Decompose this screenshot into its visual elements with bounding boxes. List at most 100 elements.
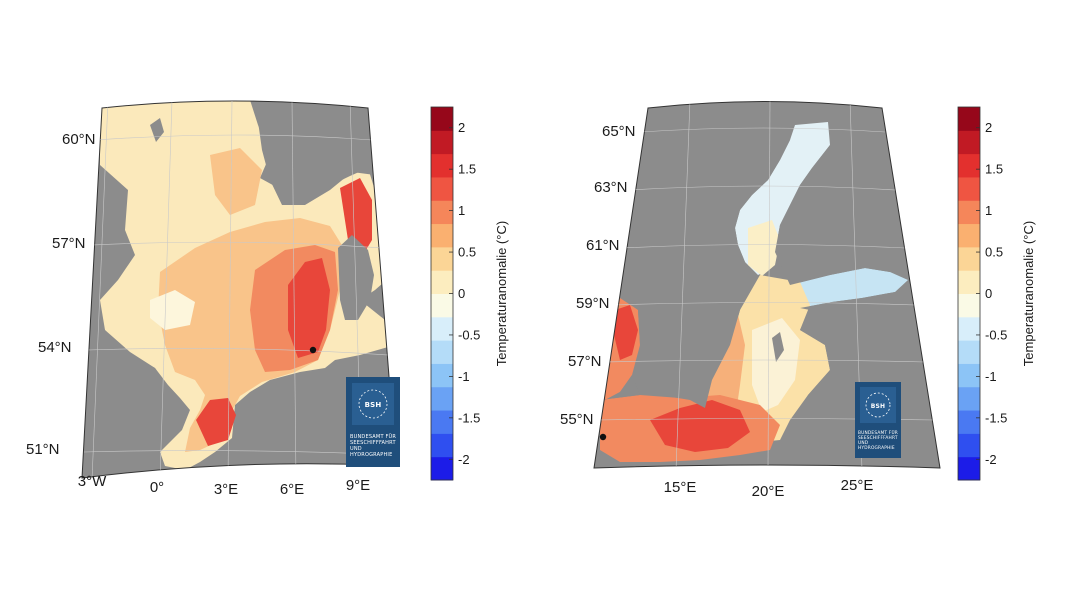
baltic-sea-graticule xyxy=(597,101,936,468)
colorbar-tick-label: 1 xyxy=(985,203,992,218)
baltic-sea-lat-label: 57°N xyxy=(568,353,602,370)
north-sea-lon-label: 6°E xyxy=(280,481,304,498)
colorbar-tick-label: 2 xyxy=(458,120,465,135)
colorbar-segment xyxy=(958,316,980,341)
colorbar-segment xyxy=(431,153,453,178)
baltic-sea-lat-label: 65°N xyxy=(602,123,636,140)
baltic-sea-logo-line-4: HYDROGRAPHIE xyxy=(858,445,895,451)
colorbar-tick-label: -1 xyxy=(985,369,997,384)
colorbar-title: Temperaturanomalie (°C) xyxy=(1021,221,1036,366)
colorbar-segment xyxy=(958,270,980,294)
north-sea-logo-line-4: HYDROGRAPHIE xyxy=(350,452,392,458)
colorbar-segment xyxy=(958,176,980,201)
colorbar-segment xyxy=(958,200,980,225)
north-sea-bsh-logo: BSH BUNDESAMT FÜR SEESCHIFFFAHRT UND HYD… xyxy=(346,377,400,467)
north-sea-map: BSH BUNDESAMT FÜR SEESCHIFFFAHRT UND HYD… xyxy=(26,100,400,498)
baltic-sea-lon-label: 20°E xyxy=(752,483,785,500)
colorbar-segment xyxy=(958,246,980,271)
anomaly-band-north xyxy=(210,148,262,215)
colorbar-segment xyxy=(431,200,453,225)
land-gotland xyxy=(772,332,784,362)
colorbar-baltic-sea: 2 1.5 1 0.5 0 -0.5 -1 -1.5 -2 Temperaturanomalie … xyxy=(957,106,1036,481)
colorbar-segment xyxy=(431,270,453,294)
colorbar-segment xyxy=(431,176,453,201)
water-western-baltic-core xyxy=(650,400,750,452)
colorbar-tick-label: -2 xyxy=(458,452,470,467)
water-bothnian-sea-yellow xyxy=(748,220,780,276)
colorbar-segment xyxy=(431,410,453,434)
colorbar-segment xyxy=(431,456,453,481)
colorbar-tick-label: -1.5 xyxy=(985,410,1007,425)
north-sea-lon-label: 3°E xyxy=(214,481,238,498)
colorbar-tick-label: 0.5 xyxy=(985,245,1003,260)
colorbar-tick-label: 1 xyxy=(458,203,465,218)
water-gulf-of-finland xyxy=(790,268,908,308)
north-sea-lat-label: 51°N xyxy=(26,441,60,458)
north-sea-lat-label: 60°N xyxy=(62,131,96,148)
baltic-sea-logo-line-2: SEESCHIFFFAHRT xyxy=(858,435,898,441)
colorbar-segment xyxy=(431,363,453,388)
colorbar-segment xyxy=(958,363,980,388)
land-shetland xyxy=(150,118,164,142)
north-sea-logo-line-1: BUNDESAMT FÜR xyxy=(350,433,396,440)
colorbar-segment xyxy=(958,410,980,434)
north-sea-lat-label: 54°N xyxy=(38,339,72,356)
baltic-sea-lat-label: 61°N xyxy=(586,237,620,254)
colorbar-segment xyxy=(958,433,980,458)
colorbar-title: Temperaturanomalie (°C) xyxy=(494,221,509,366)
colorbar-segment xyxy=(431,433,453,458)
north-sea-lon-label: 0° xyxy=(150,479,164,496)
colorbar-segment xyxy=(431,246,453,271)
baltic-sea-lon-label: 15°E xyxy=(664,479,697,496)
colorbar-tick-label: 0 xyxy=(985,286,992,301)
colorbar-segment xyxy=(958,386,980,411)
north-sea-logo-line-2: SEESCHIFFFAHRT xyxy=(350,440,396,446)
land-denmark-east xyxy=(594,375,640,410)
baltic-sea-lat-label: 63°N xyxy=(594,179,628,196)
colorbar-tick-label: 1.5 xyxy=(458,162,476,177)
baltic-sea-logo-abbr: BSH xyxy=(871,403,886,410)
north-sea-lat-label: 57°N xyxy=(52,235,86,252)
baltic-sea-lat-label: 55°N xyxy=(560,411,594,428)
land-denmark xyxy=(338,235,374,320)
colorbar-segment xyxy=(431,340,453,364)
colorbar-segment xyxy=(958,107,980,131)
baltic-sea-logo-line-3: UND xyxy=(858,440,869,446)
north-sea-logo-line-3: UND xyxy=(350,446,362,452)
baltic-sea-logo-line-1: BUNDESAMT FÜR xyxy=(858,429,898,436)
north-sea-lon-label: 3°W xyxy=(78,473,107,490)
colorbar-tick-label: -2 xyxy=(985,452,997,467)
anomaly-light-patch xyxy=(150,290,195,330)
colorbar-segment xyxy=(958,456,980,481)
colorbar-tick-label: -0.5 xyxy=(985,327,1007,342)
colorbar-segment xyxy=(958,223,980,248)
colorbar-tick-label: 0.5 xyxy=(458,245,476,260)
colorbar-segment xyxy=(958,293,980,318)
baltic-sea-lon-label: 25°E xyxy=(841,477,874,494)
north-sea-station-marker xyxy=(309,346,317,354)
colorbar-tick-label: 2 xyxy=(985,120,992,135)
anomaly-core-channel xyxy=(196,398,236,446)
north-sea-logo-abbr: BSH xyxy=(365,401,382,409)
colorbar-segment xyxy=(431,130,453,155)
colorbar-tick-label: -1 xyxy=(458,369,470,384)
baltic-sea-map: BSH BUNDESAMT FÜR SEESCHIFFFAHRT UND HYD… xyxy=(560,101,941,500)
anomaly-core-german-bight xyxy=(288,258,330,358)
colorbar-tick-label: -0.5 xyxy=(458,327,480,342)
colorbar-tick-label: -1.5 xyxy=(458,410,480,425)
baltic-sea-outline xyxy=(593,101,941,469)
colorbar-segment xyxy=(958,153,980,178)
colorbar-segment xyxy=(431,386,453,411)
colorbar-segment xyxy=(431,107,453,131)
baltic-sea-bsh-logo: BSH BUNDESAMT FÜR SEESCHIFFFAHRT UND HYD… xyxy=(855,382,901,458)
water-baltic-core xyxy=(752,318,800,412)
north-sea-lon-label: 9°E xyxy=(346,477,370,494)
colorbar-tick-label: 0 xyxy=(458,286,465,301)
colorbar-segment xyxy=(958,130,980,155)
baltic-sea-lat-label: 59°N xyxy=(576,295,610,312)
colorbar-north-sea: 2 1.5 1 0.5 0 -0.5 -1 -1.5 -2 Temperaturanomalie … xyxy=(430,106,509,481)
colorbar-tick-label: 1.5 xyxy=(985,162,1003,177)
colorbar-segment xyxy=(431,223,453,248)
baltic-sea-station-marker xyxy=(599,433,607,441)
